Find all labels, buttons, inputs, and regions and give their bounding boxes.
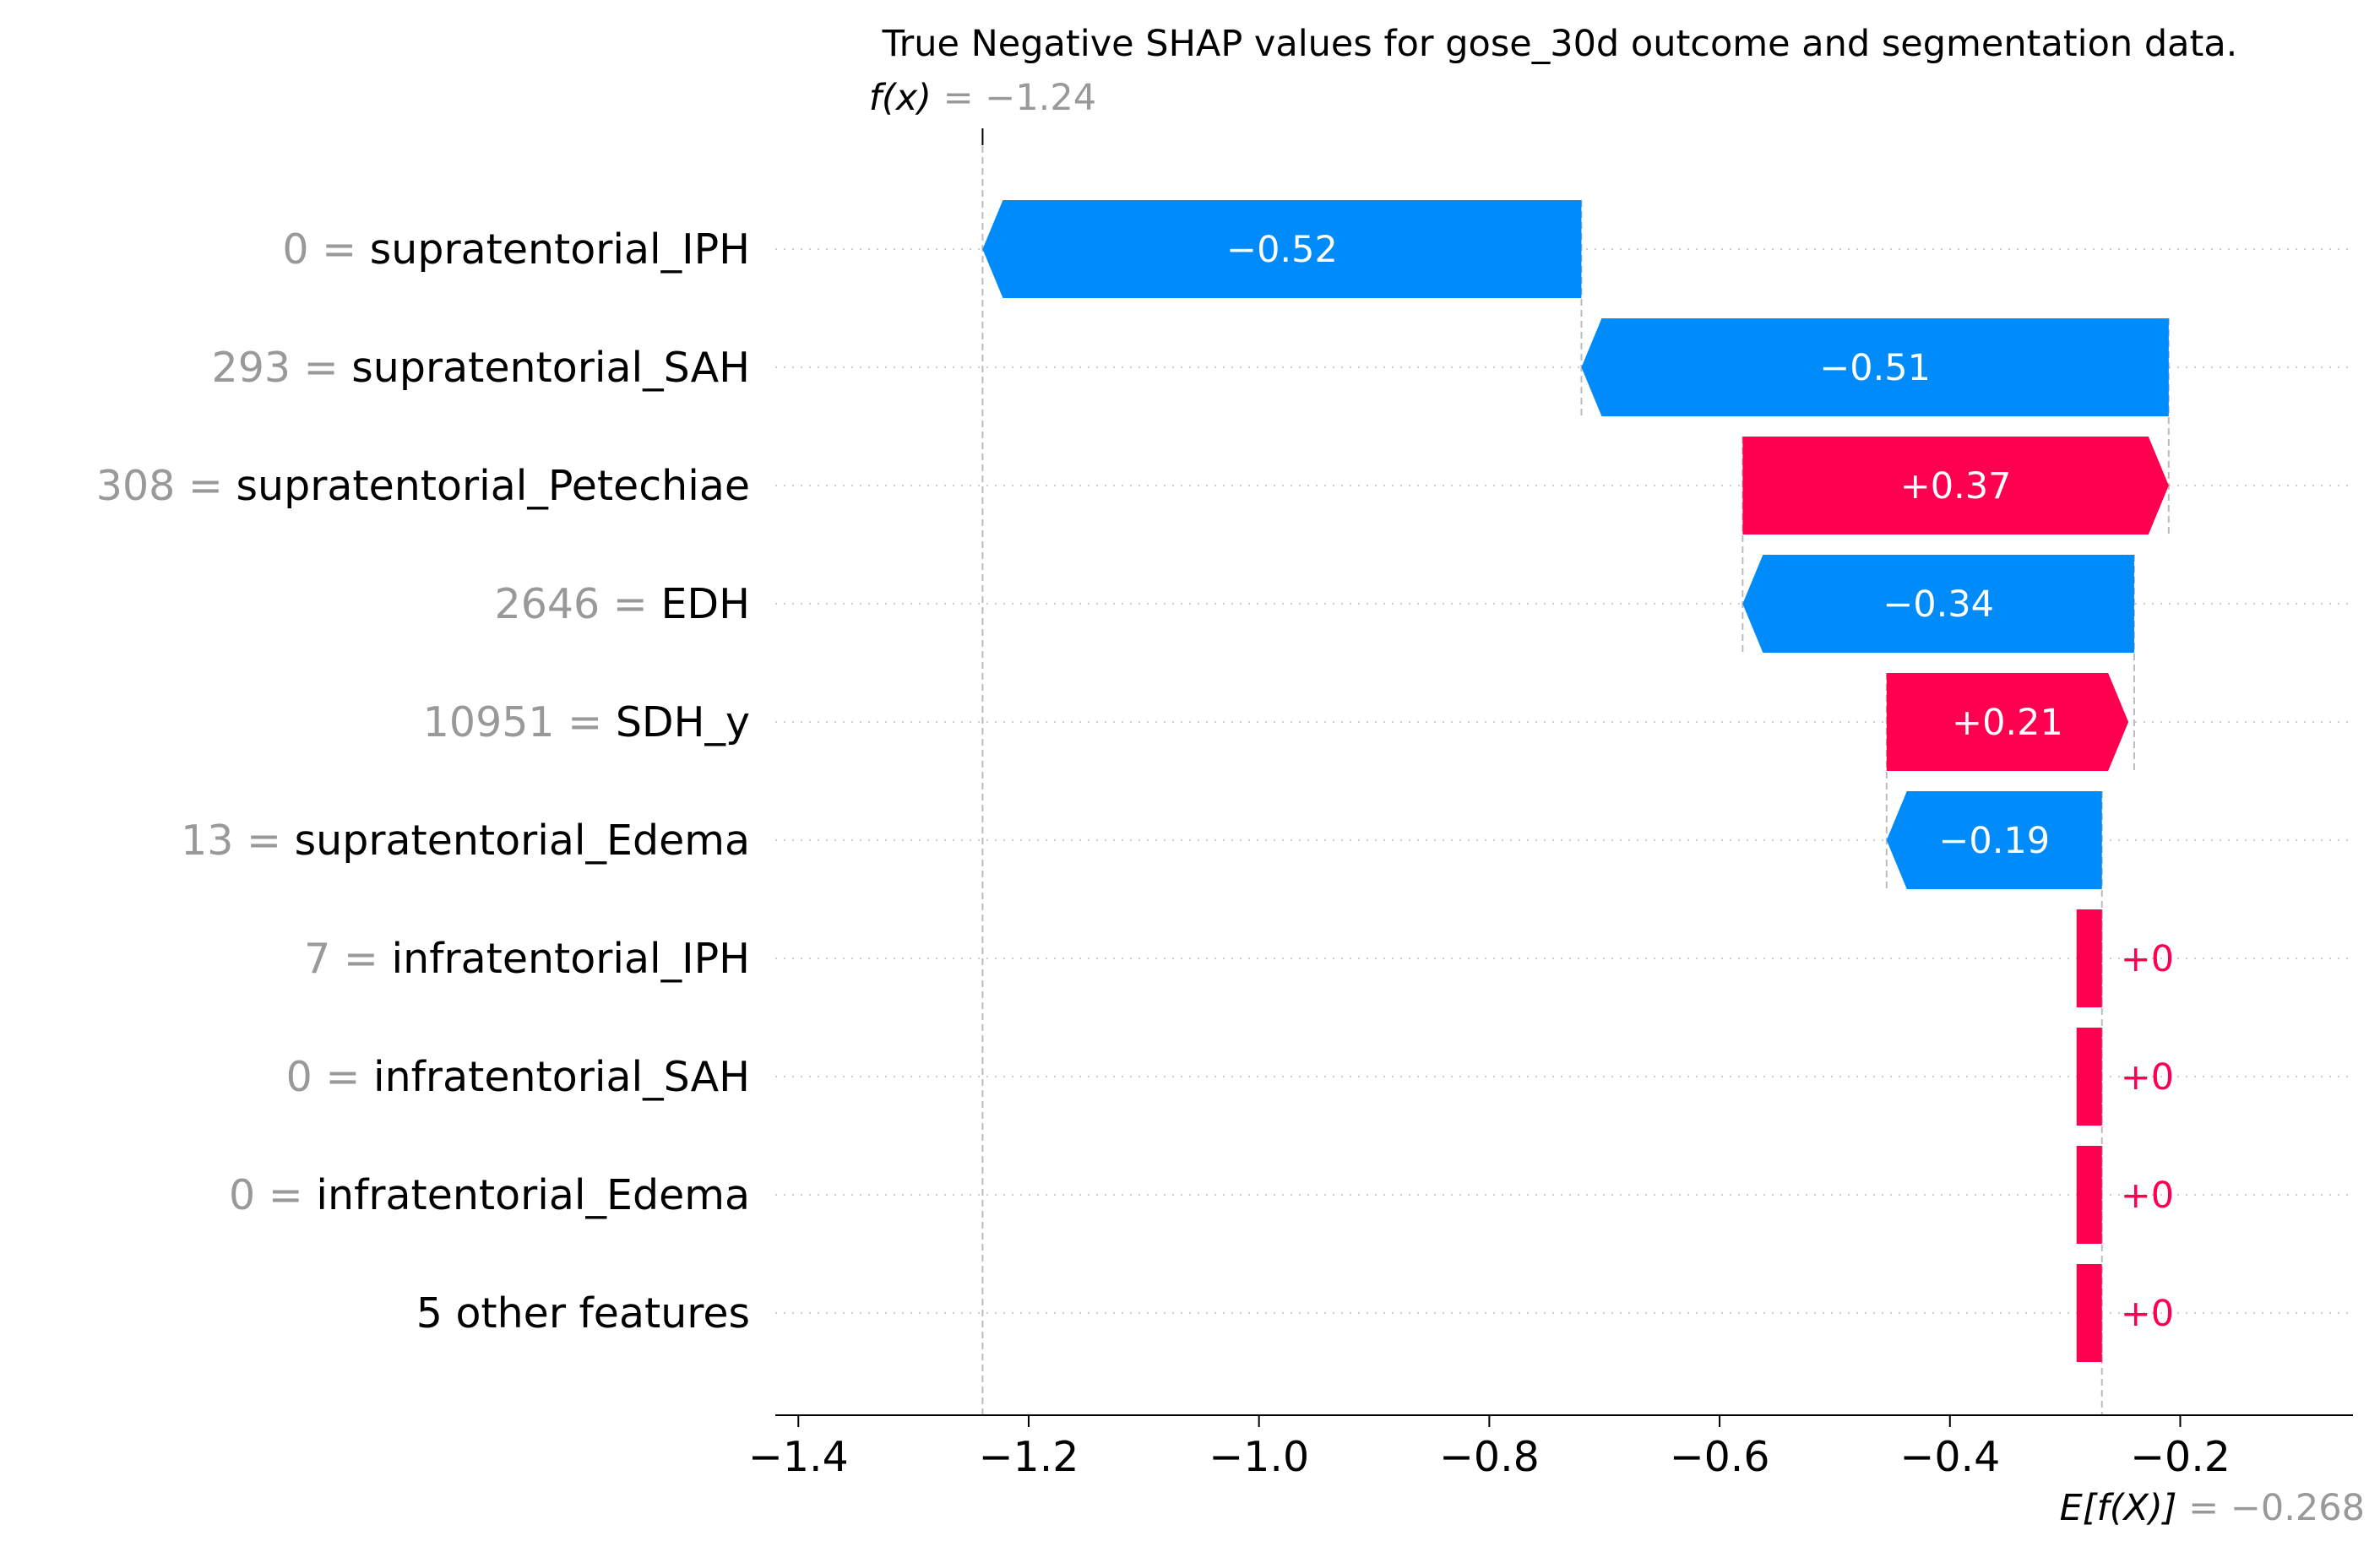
x-tick-label: −0.4 — [1899, 1433, 2000, 1481]
shap-bar-infratentorial-iph — [2076, 909, 2102, 1007]
bar-value-label: −0.34 — [1883, 583, 1994, 626]
feature-name: supratentorial_Edema — [295, 817, 750, 865]
feature-value: 7 = — [304, 935, 391, 983]
feature-name: infratentorial_IPH — [392, 935, 750, 983]
feature-name: EDH — [660, 580, 750, 628]
feature-name: supratentorial_Petechiae — [236, 462, 750, 510]
shap-bar-edh — [1742, 555, 2134, 653]
shap-bar-sdh-y — [1886, 673, 2129, 771]
bar-value-label: +0 — [2121, 1293, 2174, 1335]
feature-label: 10951 = SDH_y — [423, 698, 750, 746]
shap-bar-supratentorial-iph — [982, 200, 1582, 298]
bar-value-label: +0 — [2121, 1056, 2174, 1099]
feature-label: 7 = infratentorial_IPH — [304, 935, 750, 983]
feature-label: 0 = infratentorial_SAH — [286, 1053, 750, 1101]
x-tick-label: −1.4 — [748, 1433, 849, 1481]
shap-bar-5-other-features — [2076, 1264, 2102, 1362]
feature-value: 0 = — [229, 1171, 316, 1219]
shap-bar-infratentorial-sah — [2076, 1028, 2102, 1126]
feature-label: 293 = supratentorial_SAH — [212, 344, 750, 392]
feature-label: 13 = supratentorial_Edema — [181, 817, 750, 865]
feature-value: 0 = — [286, 1053, 373, 1101]
feature-name: 5 other features — [416, 1289, 750, 1338]
feature-label: 5 other features — [416, 1289, 750, 1338]
bar-value-label: +0.37 — [1900, 465, 2012, 507]
fx-annotation: f(x) = −1.24 — [869, 77, 1096, 119]
x-tick-label: −1.0 — [1209, 1433, 1309, 1481]
bar-value-label: +0.21 — [1952, 702, 2063, 744]
feature-value: 10951 = — [423, 698, 616, 746]
feature-name: infratentorial_SAH — [373, 1053, 750, 1101]
shap-bar-supratentorial-sah — [1581, 318, 2169, 416]
feature-label: 0 = supratentorial_IPH — [282, 225, 750, 274]
feature-label: 308 = supratentorial_Petechiae — [96, 462, 750, 510]
x-tick-label: −0.6 — [1670, 1433, 1770, 1481]
bar-value-label: +0 — [2121, 938, 2174, 980]
chart-title: True Negative SHAP values for gose_30d o… — [882, 23, 2238, 65]
x-tick-label: −1.2 — [978, 1433, 1079, 1481]
bar-value-label: −0.19 — [1938, 820, 2050, 862]
shap-bar-supratentorial-edema — [1886, 791, 2102, 889]
feature-name: SDH_y — [616, 698, 750, 746]
feature-label: 2646 = EDH — [495, 580, 750, 628]
feature-value: 13 = — [181, 817, 295, 865]
feature-label: 0 = infratentorial_Edema — [229, 1171, 750, 1219]
bar-value-label: −0.51 — [1819, 347, 1931, 389]
feature-value: 308 = — [96, 462, 236, 510]
x-tick-label: −0.8 — [1439, 1433, 1540, 1481]
feature-name: supratentorial_IPH — [370, 225, 750, 274]
bar-value-label: −0.52 — [1226, 229, 1338, 271]
base-value-annotation: E[f(X)] = −0.268 — [2060, 1487, 2365, 1529]
shap-bar-infratentorial-edema — [2076, 1146, 2102, 1244]
feature-value: 293 = — [212, 344, 352, 392]
feature-value: 2646 = — [495, 580, 661, 628]
feature-name: supratentorial_SAH — [351, 344, 750, 392]
shap-bar-supratentorial-petechiae — [1742, 437, 2169, 535]
feature-name: infratentorial_Edema — [316, 1171, 750, 1219]
feature-value: 0 = — [282, 225, 369, 274]
x-tick-label: −0.2 — [2130, 1433, 2231, 1481]
bar-value-label: +0 — [2121, 1175, 2174, 1217]
